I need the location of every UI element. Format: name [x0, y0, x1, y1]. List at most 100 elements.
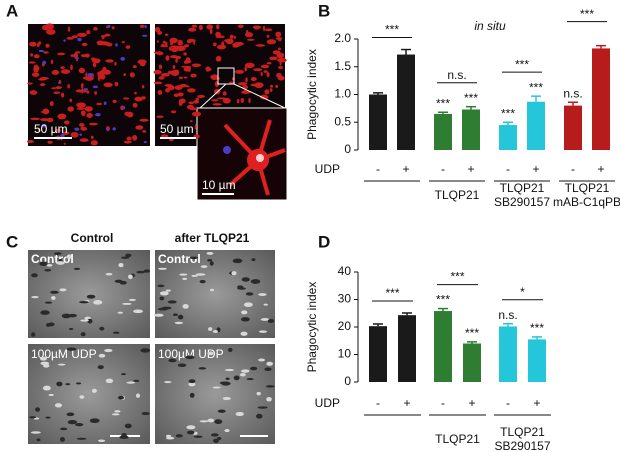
texture: [188, 27, 197, 32]
texture: [103, 82, 113, 88]
texture: [114, 410, 121, 413]
image-label: 100µM UDP: [158, 347, 224, 361]
texture: [246, 38, 255, 41]
texture: [156, 40, 160, 43]
texture: [74, 127, 80, 131]
texture: [80, 332, 86, 337]
bar: [463, 343, 481, 382]
value-label: n.s.: [563, 86, 582, 100]
y-tick-label: 10: [338, 347, 352, 361]
texture: [264, 367, 272, 371]
texture: [251, 258, 256, 262]
texture: [183, 52, 187, 56]
texture: [161, 43, 165, 48]
texture: [191, 63, 202, 68]
texture: [224, 368, 235, 372]
texture: [78, 67, 86, 74]
texture: [176, 45, 186, 52]
texture: [191, 111, 202, 117]
texture: [240, 317, 250, 322]
texture: [244, 62, 255, 69]
texture: [29, 416, 37, 419]
texture: [89, 418, 100, 424]
texture: [231, 271, 237, 276]
texture: [233, 35, 237, 39]
texture: [184, 59, 192, 64]
texture: [165, 436, 175, 440]
row-label: UDP: [315, 396, 340, 410]
texture: [254, 82, 264, 89]
y-tick-label: 0.5: [334, 114, 351, 128]
texture: [29, 90, 38, 95]
texture: [277, 58, 287, 63]
bar: [527, 101, 545, 150]
texture: [141, 96, 146, 100]
texture: [80, 126, 86, 130]
texture: [264, 28, 273, 32]
texture: [195, 273, 206, 276]
texture: [48, 322, 55, 327]
texture: [101, 36, 105, 40]
texture: [50, 59, 54, 65]
texture: [49, 101, 54, 107]
bar: [369, 326, 387, 382]
texture: [117, 311, 124, 314]
texture: [227, 347, 233, 352]
texture: [46, 28, 56, 35]
y-tick-label: 0: [344, 374, 351, 388]
texture: [92, 62, 97, 68]
texture: [123, 73, 127, 77]
texture: [37, 128, 41, 132]
texture: [222, 396, 231, 401]
texture: [165, 434, 172, 438]
texture: [57, 363, 66, 366]
bracket-label: ***: [385, 286, 399, 300]
value-label: ***: [436, 293, 450, 307]
texture: [128, 298, 137, 301]
texture: [266, 62, 272, 65]
bar: [462, 109, 480, 150]
texture: [103, 101, 107, 106]
texture: [210, 288, 215, 292]
texture: [153, 81, 163, 85]
texture: [167, 85, 175, 91]
texture: [68, 327, 74, 331]
texture: [53, 91, 61, 94]
texture: [171, 38, 176, 43]
texture: [39, 83, 46, 87]
texture: [40, 310, 50, 315]
texture: [253, 68, 263, 72]
texture: [277, 75, 285, 81]
texture: [246, 378, 254, 381]
texture: [26, 139, 34, 143]
texture: [67, 26, 71, 32]
texture: [44, 269, 52, 272]
texture: [279, 60, 282, 66]
x-tick-label: +: [468, 396, 475, 410]
panel-label: D: [318, 232, 330, 251]
texture: [41, 123, 47, 128]
texture: [77, 37, 82, 42]
texture: [257, 406, 268, 409]
texture: [124, 111, 133, 117]
texture: [245, 77, 248, 83]
texture: [98, 353, 106, 358]
texture: [81, 42, 88, 47]
texture: [79, 395, 85, 399]
texture: [73, 267, 81, 270]
bar: [397, 54, 415, 150]
texture: [177, 314, 184, 320]
texture: [86, 30, 91, 35]
texture: [121, 373, 126, 376]
texture: [112, 127, 116, 131]
texture: [45, 43, 50, 48]
texture: [235, 411, 244, 417]
texture: [265, 385, 275, 388]
texture: [128, 274, 133, 280]
texture: [143, 269, 151, 273]
texture: [245, 292, 254, 296]
x-tick-label: +: [532, 162, 539, 176]
group-label: SB290157: [494, 195, 550, 209]
texture: [250, 77, 257, 82]
texture: [92, 58, 101, 64]
